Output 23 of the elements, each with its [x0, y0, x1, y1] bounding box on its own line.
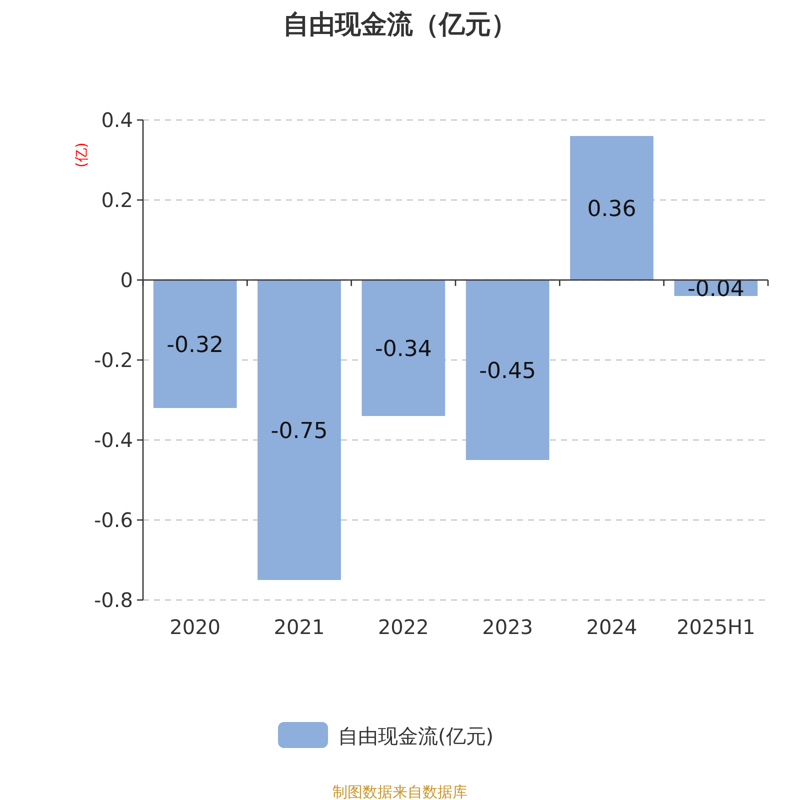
y-tick-label: -0.6: [94, 508, 133, 532]
y-tick-label: -0.2: [94, 348, 133, 372]
x-tick-label: 2022: [378, 615, 429, 639]
data-label: -0.45: [479, 359, 536, 384]
chart-title: 自由现金流（亿元）: [283, 10, 517, 40]
text: 制图数据来自数据库: [332, 783, 468, 800]
data-label: -0.32: [166, 333, 224, 358]
y-tick-label: 0.2: [101, 188, 133, 212]
data-label: 0.36: [587, 197, 636, 222]
x-tick-label: 2025H1: [676, 615, 756, 639]
x-tick-label: 2023: [482, 615, 534, 639]
data-label: -0.34: [374, 337, 432, 362]
x-tick-label: 2024: [586, 615, 638, 639]
x-tick-label: 2020: [170, 615, 221, 639]
y-axis-title: (亿): [74, 142, 90, 168]
y-tick-label: -0.8: [94, 588, 133, 612]
y-tick-label: 0.4: [101, 108, 133, 132]
y-tick-label: 0: [120, 268, 133, 292]
x-tick-label: 2021: [274, 615, 325, 639]
y-tick-label: -0.4: [94, 428, 133, 452]
legend-label: 自由现金流(亿元): [338, 724, 494, 748]
data-label: -0.04: [687, 277, 744, 302]
data-label: -0.75: [270, 419, 328, 444]
